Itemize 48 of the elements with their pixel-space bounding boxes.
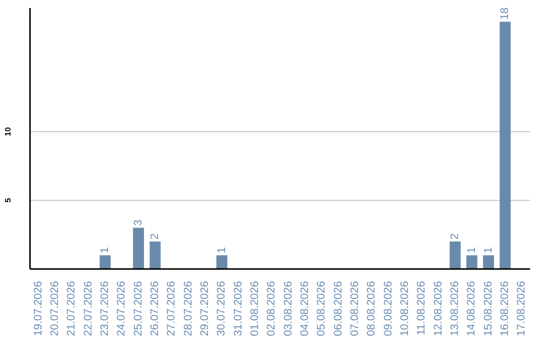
data-label: 2	[449, 233, 462, 240]
x-tick-label: 10.08.2026	[399, 281, 411, 336]
bar	[216, 255, 228, 269]
data-label: 18	[499, 7, 512, 20]
x-tick-label: 26.07.2026	[149, 281, 161, 336]
x-tick-label: 09.08.2026	[382, 281, 394, 336]
y-tick-label: 5	[4, 198, 12, 203]
x-tick-label: 08.08.2026	[366, 281, 378, 336]
bar	[150, 242, 161, 269]
bar	[466, 255, 478, 269]
x-tick-label: 13.08.2026	[449, 281, 461, 336]
x-tick-label: 22.07.2026	[82, 281, 94, 336]
data-label: 1	[99, 247, 112, 254]
data-label: 1	[466, 247, 478, 254]
bar	[500, 22, 511, 269]
x-tick-label: 20.07.2026	[49, 281, 61, 336]
bar	[483, 255, 494, 269]
data-label: 1	[482, 247, 494, 254]
x-tick-label: 03.08.2026	[282, 281, 294, 336]
x-tick-label: 29.07.2026	[199, 281, 211, 336]
y-tick-label: 10	[4, 126, 12, 136]
x-tick-label: 02.08.2026	[266, 281, 278, 336]
x-tick-label: 14.08.2026	[466, 281, 478, 336]
data-label: 2	[149, 233, 162, 240]
x-tick-label: 04.08.2026	[299, 281, 311, 336]
x-tick-label: 07.08.2026	[349, 281, 361, 336]
bar	[100, 255, 111, 269]
x-tick-label: 05.08.2026	[316, 281, 328, 336]
x-tick-label: 15.08.2026	[482, 281, 494, 336]
x-tick-label: 23.07.2026	[99, 281, 111, 336]
data-label: 3	[132, 220, 144, 226]
x-tick-label: 01.08.2026	[249, 281, 261, 336]
x-tick-label: 25.07.2026	[132, 281, 144, 336]
bar	[133, 228, 144, 269]
x-tick-label: 31.07.2026	[232, 281, 244, 336]
x-tick-label: 28.07.2026	[182, 281, 194, 336]
x-tick-label: 17.08.2026	[516, 281, 528, 336]
x-tick-label: 12.08.2026	[432, 281, 444, 336]
bar	[450, 242, 461, 269]
x-tick-label: 06.08.2026	[332, 281, 344, 336]
x-tick-label: 16.08.2026	[499, 281, 511, 336]
x-tick-label: 11.08.2026	[416, 281, 428, 336]
data-label: 1	[216, 247, 228, 254]
x-tick-label: 19.07.2026	[32, 281, 44, 336]
x-tick-label: 21.07.2026	[66, 281, 78, 336]
x-tick-label: 27.07.2026	[166, 281, 178, 336]
x-tick-label: 24.07.2026	[116, 281, 128, 336]
x-tick-label: 30.07.2026	[216, 281, 228, 336]
